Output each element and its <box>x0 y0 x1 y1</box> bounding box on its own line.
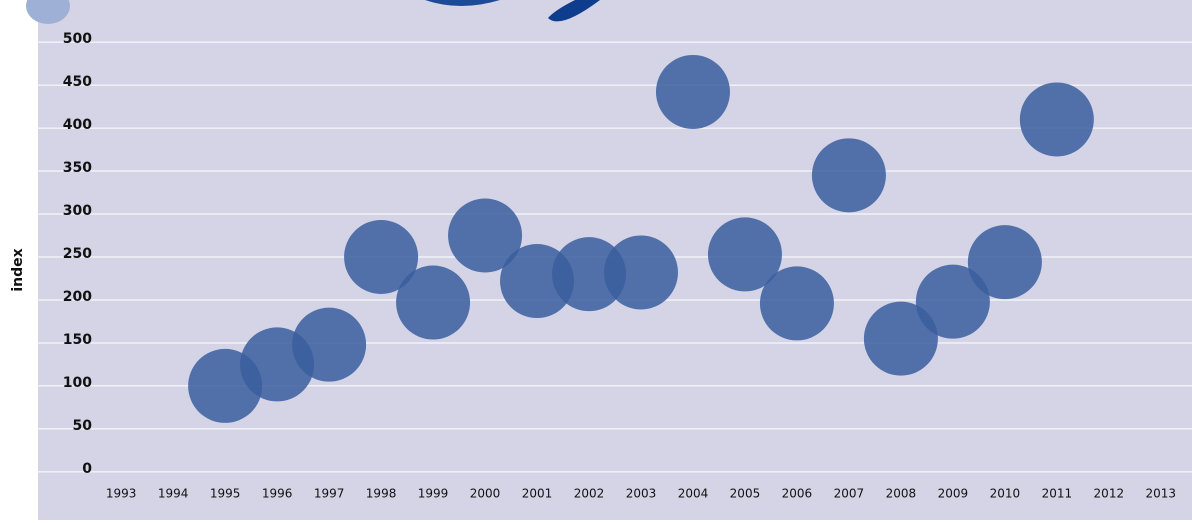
y-tick-label: 350 <box>63 160 92 176</box>
chart: index 0 50 100 150 200 250 300 350 400 450 500 1993… <box>0 0 1192 523</box>
x-tick-label: 1994 <box>158 487 189 501</box>
y-tick-label: 450 <box>63 74 92 90</box>
y-tick-label: 50 <box>73 418 93 434</box>
bubble <box>812 138 886 212</box>
x-tick-label: 2001 <box>522 487 553 501</box>
y-tick-label: 100 <box>63 375 92 391</box>
x-tick-label: 2013 <box>1146 487 1177 501</box>
x-tick-label: 2007 <box>834 487 865 501</box>
x-tick-label: 2011 <box>1042 487 1073 501</box>
x-tick-label: 2004 <box>678 487 709 501</box>
y-tick-label: 500 <box>63 31 92 47</box>
y-tick-label: 400 <box>63 117 92 133</box>
x-tick-label: 2006 <box>782 487 813 501</box>
y-tick-label: 250 <box>63 246 92 262</box>
page: {"chart_data": {"type": "scatter", "y_la… <box>0 0 1192 523</box>
y-tick-label: 150 <box>63 332 92 348</box>
bubble <box>760 266 834 340</box>
x-tick-label: 2002 <box>574 487 605 501</box>
x-tick-label: 2009 <box>938 487 969 501</box>
x-tick-label: 1998 <box>366 487 397 501</box>
x-tick-label: 2005 <box>730 487 761 501</box>
x-tick-label: 2012 <box>1094 487 1125 501</box>
x-tick-label: 2010 <box>990 487 1021 501</box>
x-tick-label: 1993 <box>106 487 137 501</box>
y-tick-label: 200 <box>63 289 92 305</box>
bubble <box>396 266 470 340</box>
bubble <box>656 55 730 129</box>
y-tick-label: 0 <box>82 461 92 477</box>
bubble <box>1020 82 1094 156</box>
x-tick-label: 1996 <box>262 487 293 501</box>
x-tick-label: 1995 <box>210 487 241 501</box>
x-tick-label: 1999 <box>418 487 449 501</box>
x-tick-label: 2000 <box>470 487 501 501</box>
bubble <box>968 225 1042 299</box>
x-tick-label: 2008 <box>886 487 917 501</box>
y-tick-label: 300 <box>63 203 92 219</box>
y-axis-label: index <box>10 248 26 291</box>
bubble <box>292 308 366 382</box>
x-tick-label: 2003 <box>626 487 657 501</box>
bubble <box>604 235 678 309</box>
x-tick-label: 1997 <box>314 487 345 501</box>
